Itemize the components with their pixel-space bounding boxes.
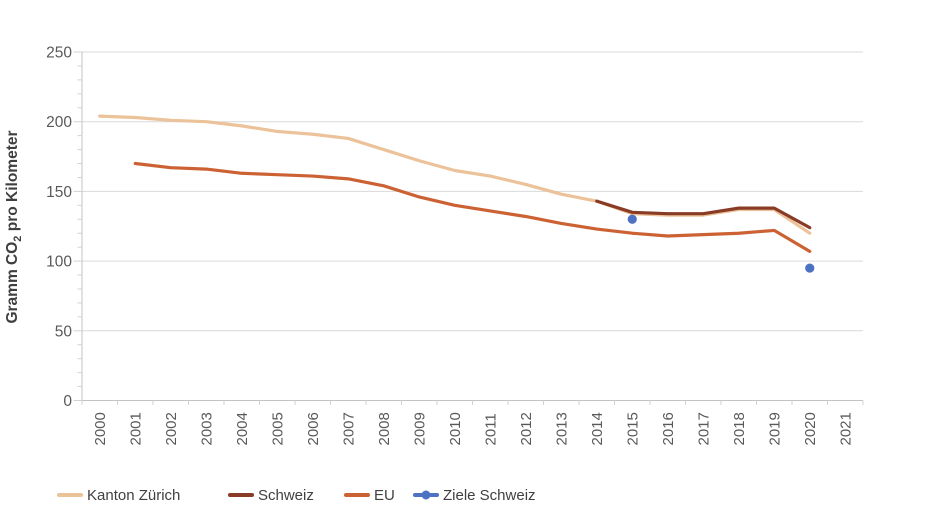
- series-line-schweiz: [595, 199, 812, 230]
- legend-item-kanton-zuerich[interactable]: Kanton Zürich: [57, 484, 180, 506]
- series-line-eu: [133, 161, 812, 253]
- legend-line-marker-swatch-ziele-schweiz: [413, 490, 439, 500]
- plot-area: 0 50 100 150 200 250 2000 2001 2002 2003 2004 2005 2…: [46, 45, 864, 446]
- x-tick-label: 2006: [305, 412, 322, 445]
- y-axis-title-sub: 2: [12, 235, 25, 242]
- legend-line-swatch-schweiz: [228, 493, 254, 497]
- y-axis-title-pre: Gramm CO: [4, 241, 21, 324]
- legend-label: Schweiz: [258, 486, 314, 504]
- y-tick-label: 250: [46, 45, 72, 62]
- x-tick-label: 2016: [660, 412, 677, 445]
- y-tick-label: 200: [46, 114, 72, 131]
- x-tick-label: 2011: [482, 413, 499, 445]
- x-tick-label: 2020: [802, 412, 819, 445]
- x-tick-label: 2004: [234, 412, 251, 445]
- x-tick-label: 2019: [766, 412, 783, 445]
- y-tick-label: 100: [46, 254, 72, 271]
- x-tick-label: 2018: [731, 412, 748, 445]
- x-tick-label: 2007: [340, 412, 357, 445]
- x-tick-label: 2001: [127, 412, 144, 445]
- x-tick-label: 2000: [92, 412, 109, 445]
- y-tick-label: 50: [55, 323, 73, 340]
- legend-line-swatch-kanton-zuerich: [57, 493, 83, 497]
- x-tick-label: 2021: [837, 412, 854, 445]
- x-tick-label: 2015: [624, 412, 641, 445]
- x-tick-label: 2002: [163, 412, 180, 445]
- x-tick-label: 2008: [376, 412, 393, 445]
- x-tick-label: 2003: [198, 412, 215, 445]
- chart-legend: Kanton Zürich Schweiz EU Ziele Schweiz: [0, 484, 939, 506]
- y-axis-title: Gramm CO2 pro Kilometer: [4, 77, 24, 377]
- legend-label: Kanton Zürich: [87, 486, 181, 504]
- data-point-ziele-schweiz: [627, 214, 637, 224]
- x-tick-label: 2017: [695, 412, 712, 445]
- x-tick-label: 2005: [269, 412, 286, 445]
- legend-label: EU: [374, 486, 395, 504]
- x-tick-label: 2010: [447, 412, 464, 445]
- y-tick-label: 150: [46, 184, 72, 201]
- data-point-ziele-schweiz: [805, 263, 815, 273]
- legend-item-schweiz[interactable]: Schweiz: [228, 484, 314, 506]
- x-tick-label: 2013: [553, 412, 570, 445]
- y-axis-title-post: pro Kilometer: [4, 130, 21, 236]
- legend-item-eu[interactable]: EU: [344, 484, 395, 506]
- legend-label: Ziele Schweiz: [443, 486, 536, 504]
- legend-marker-dot-icon: [421, 490, 431, 500]
- x-tick-label: 2009: [411, 412, 428, 445]
- x-tick-label: 2014: [589, 412, 606, 445]
- legend-item-ziele-schweiz[interactable]: Ziele Schweiz: [413, 484, 536, 506]
- series-line-kanton-zürich: [98, 114, 812, 235]
- legend-line-swatch-eu: [344, 493, 370, 497]
- x-tick-label: 2012: [518, 412, 535, 445]
- y-tick-label: 0: [63, 393, 72, 410]
